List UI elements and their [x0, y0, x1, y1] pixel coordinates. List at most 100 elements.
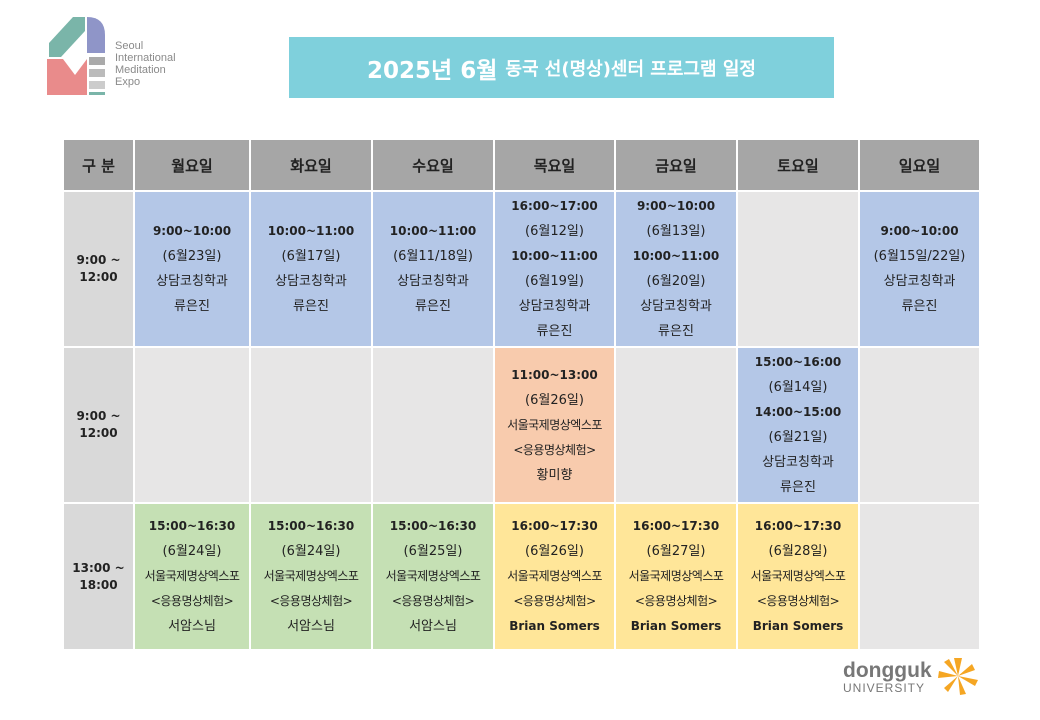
cell — [373, 348, 493, 502]
logo-line: International — [115, 52, 176, 64]
cell-line: (6월11/18일) — [393, 249, 473, 264]
cell-line: 10:00~11:00 — [632, 249, 720, 263]
logo-line: Expo — [115, 76, 141, 88]
cell-line: <응용명상체험> — [513, 442, 596, 457]
row-header-line: 9:00 ~ — [76, 253, 121, 267]
logo-text: Seoul International Meditation Expo — [115, 40, 176, 88]
cell — [738, 192, 858, 346]
cell-line: 서울국제명상엑스포 — [507, 417, 602, 432]
cell-line: <응용명상체험> — [634, 594, 718, 608]
row-header-line: 12:00 — [79, 270, 118, 284]
cell-line: 류은진 — [293, 299, 329, 314]
cell-line: 류은진 — [536, 324, 573, 339]
cell: 9:00~10:00 (6월23일) 상담코칭학과 류은진 — [135, 192, 249, 346]
cell-line: (6월28일) — [768, 544, 828, 559]
cell-line: (6월21일) — [768, 430, 828, 445]
cell-line: 15:00~16:30 — [148, 519, 236, 533]
cell: 10:00~11:00 (6월17일) 상담코칭학과 류은진 — [251, 192, 371, 346]
cell — [251, 348, 371, 502]
cell: 16:00~17:00 (6월12일) 10:00~11:00 (6월19일) 상담코칭… — [495, 192, 614, 346]
logo-mark — [47, 17, 105, 95]
cell-line: 10:00~11:00 — [389, 224, 477, 238]
cell-line: 서암스님 — [168, 619, 216, 634]
cell-line: 서울국제명상엑스포 — [144, 569, 240, 583]
column-header: 화요일 — [251, 140, 371, 190]
row: 9:00 ~12:00 9:00~10:00 (6월23일) 상담코칭학과 류은진 10:… — [64, 192, 979, 346]
cell-line: 상담코칭학과 — [762, 455, 834, 470]
brand-sub: UNIVERSITY — [843, 681, 926, 695]
title-sub: 동국 선(명상)센터 프로그램 일정 — [505, 58, 756, 80]
cell — [860, 504, 979, 649]
row-header-line: 9:00 ~ — [76, 409, 121, 423]
cell-line: (6월24일) — [162, 544, 222, 559]
cell-line: 10:00~11:00 — [267, 224, 355, 238]
cell-line: (6월26일) — [525, 544, 584, 559]
cell-line: 상담코칭학과 — [883, 274, 956, 289]
cell — [860, 348, 979, 502]
cell-line: 서울국제명상엑스포 — [750, 569, 846, 583]
cell-line: (6월20일) — [646, 274, 706, 289]
column-header: 토요일 — [738, 140, 858, 190]
cell: 9:00~10:00 (6월13일) 10:00~11:00 (6월20일) 상담코칭학… — [616, 192, 736, 346]
row: 13:00 ~ 18:00 15:00~16:30 (6월24일) 서울국제명상엑스포 <… — [64, 504, 979, 649]
column-header: 수요일 — [373, 140, 493, 190]
cell-line: 황미향 — [536, 467, 573, 483]
header-row: 구 분 월요일 화요일 수요일 목요일 금요일 토요일 일요일 — [64, 140, 979, 190]
cell-line: 11:00~13:00 — [511, 367, 598, 382]
row-header-line: 12:00 — [79, 426, 118, 440]
cell-line: 류은진 — [901, 299, 938, 314]
cell-line: 류은진 — [780, 480, 816, 495]
column-header: 목요일 — [495, 140, 614, 190]
cell-line: (6월15일/22일) — [873, 249, 966, 264]
footer-logo: dongguk UNIVERSITY — [843, 660, 932, 695]
cell-line: (6월13일) — [646, 224, 706, 239]
cell-line: 서울국제명상엑스포 — [507, 569, 602, 583]
cell-line: (6월19일) — [525, 274, 584, 289]
cell: 15:00~16:30 (6월24일) 서울국제명상엑스포 <응용명상체험> 서암스님 — [251, 504, 371, 649]
cell-line: <응용명상체험> — [391, 594, 475, 608]
cell: 15:00~16:30 (6월25일) 서울국제명상엑스포 <응용명상체험> 서암스님 — [373, 504, 493, 649]
cell-line: 16:00~17:30 — [632, 519, 720, 533]
cell: 11:00~13:00 (6월26일) 서울국제명상엑스포 <응용명상체험> 황미향 — [495, 348, 614, 502]
row-header-line: 13:00 ~ — [72, 560, 125, 575]
cell-line: 14:00~15:00 — [754, 405, 842, 419]
cell: 15:00~16:30 (6월24일) 서울국제명상엑스포 <응용명상체험> 서암스님 — [135, 504, 249, 649]
cell-line: Brian Somers — [509, 619, 600, 633]
cell-line: <응용명상체험> — [150, 594, 234, 608]
cell-line: 9:00~10:00 — [152, 224, 232, 238]
cell-line: 류은진 — [658, 324, 694, 339]
cell-line: 9:00~10:00 — [880, 224, 959, 238]
cell-line: 서암스님 — [409, 619, 457, 634]
title-banner: 2025년 6월 동국 선(명상)센터 프로그램 일정 — [289, 37, 834, 98]
cell: 15:00~16:00 (6월14일) 14:00~15:00 (6월21일) 상담코칭… — [738, 348, 858, 502]
cell — [616, 348, 736, 502]
cell-line: 16:00~17:30 — [754, 519, 842, 533]
row-header: 9:00 ~ 12:00 — [64, 348, 133, 502]
row-header: 9:00 ~ 12:00 — [64, 192, 133, 346]
cell-line: 16:00~17:30 — [511, 519, 598, 533]
row-header-line: 18:00 — [79, 577, 118, 592]
cell: 16:00~17:30 (6월27일) 서울국제명상엑스포 <응용명상체험> Brian… — [616, 504, 736, 649]
brand-star — [938, 658, 978, 695]
cell — [135, 348, 249, 502]
cell-line: 10:00~11:00 — [511, 249, 598, 263]
cell-line: Brian Somers — [630, 619, 722, 633]
column-header: 구 분 — [64, 140, 133, 190]
brand: dongguk — [843, 659, 932, 682]
cell-line: 류은진 — [415, 299, 451, 314]
cell-line: 서울국제명상엑스포 — [628, 569, 724, 583]
cell-line: (6월24일) — [281, 544, 341, 559]
cell: 16:00~17:30 (6월26일) 서울국제명상엑스포 <응용명상체험> Brian… — [495, 504, 614, 649]
column-header: 일요일 — [860, 140, 979, 190]
cell-line: 상담코칭학과 — [640, 299, 712, 314]
cell-line: 상담코칭학과 — [156, 274, 228, 289]
column-header: 금요일 — [616, 140, 736, 190]
cell-line: <응용명상체험> — [269, 594, 353, 608]
cell-line: (6월23일) — [162, 249, 222, 264]
cell-line: (6월17일) — [281, 249, 341, 264]
cell-line: 상담코칭학과 — [397, 274, 469, 289]
cell-line: <응용명상체험> — [756, 594, 840, 608]
